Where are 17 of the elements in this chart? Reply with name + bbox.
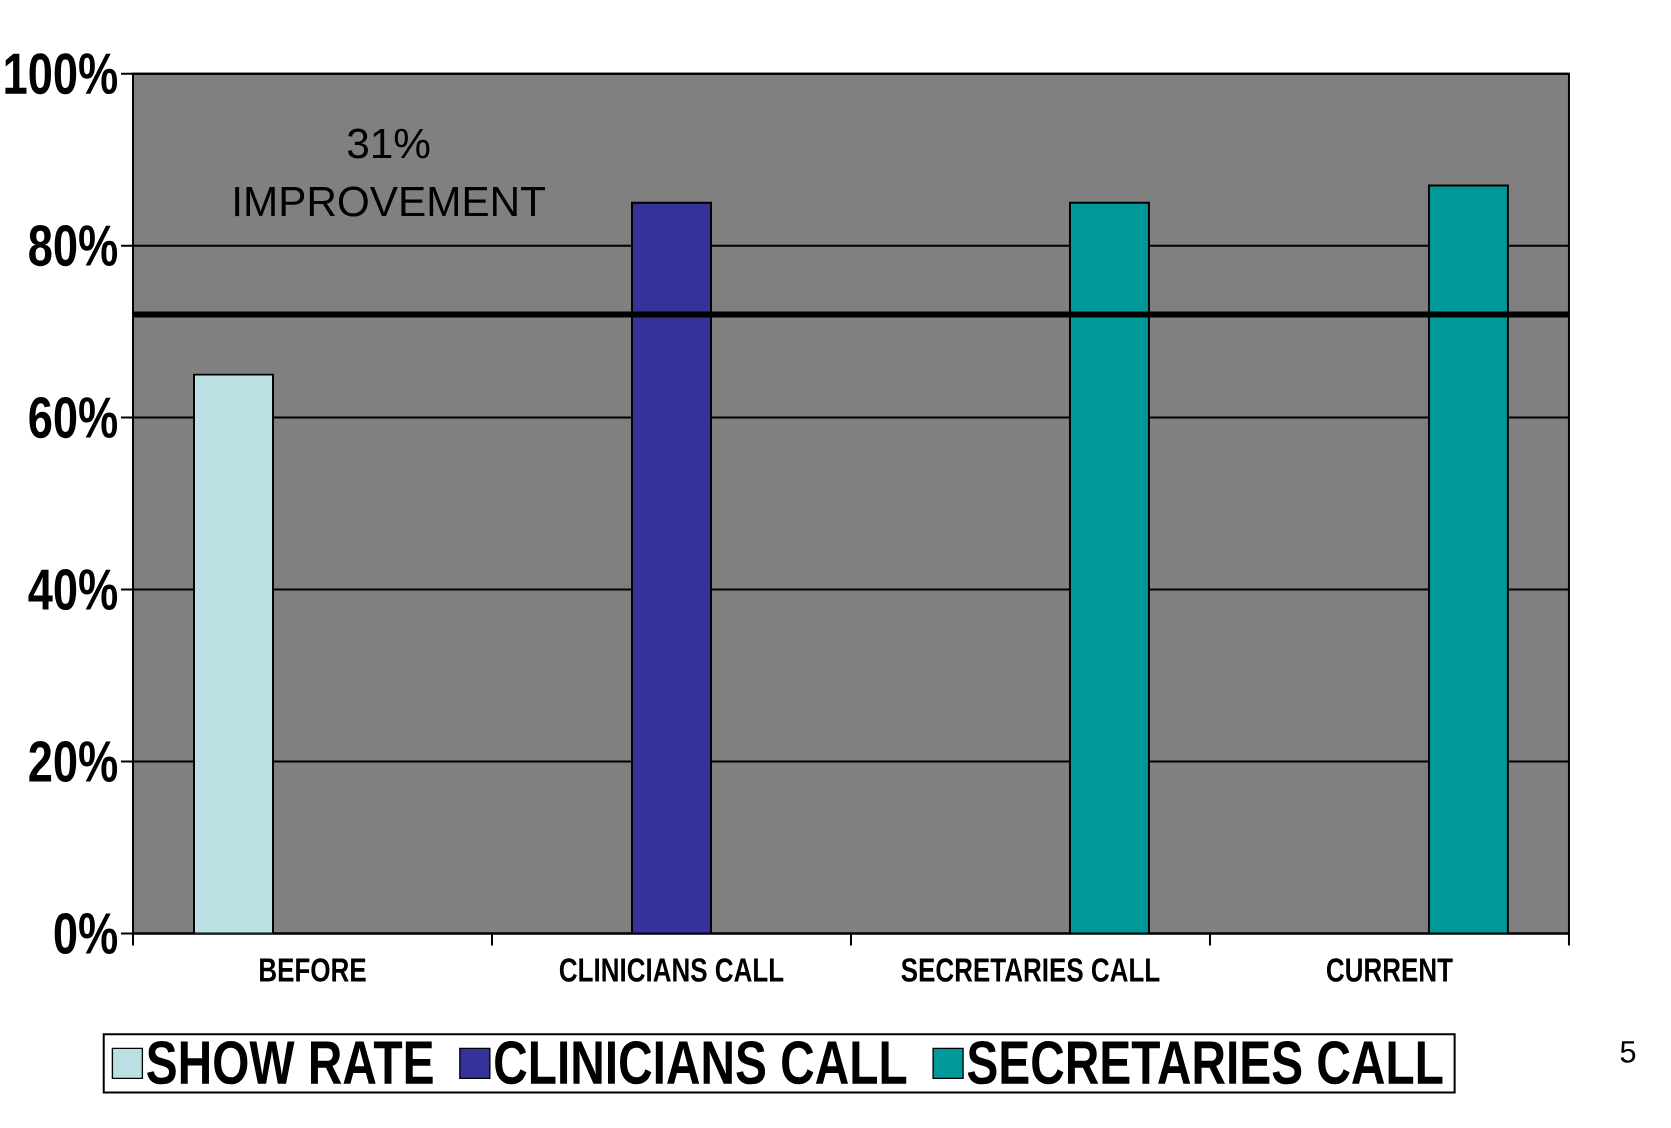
y-tick-label: 20%: [29, 740, 118, 783]
legend-label: CLINICIANS CALL: [495, 1040, 907, 1085]
bar: [1068, 201, 1150, 934]
legend-label: SHOW RATE: [147, 1040, 433, 1085]
x-tick-label: CLINICIANS CALL: [559, 958, 784, 982]
y-tick-label: 40%: [28, 569, 118, 611]
x-tick-label: CURRENT: [1326, 958, 1453, 982]
legend-label: SECRETARIES CALL: [967, 1040, 1443, 1085]
y-tick-label: 100%: [5, 53, 118, 95]
y-tick-label: 60%: [29, 397, 118, 439]
annotation: 31% IMPROVEMENT: [235, 128, 545, 217]
x-tick-label: BEFORE: [260, 958, 366, 982]
y-tick-label: 80%: [29, 225, 118, 267]
text: 5: [1620, 1041, 1636, 1063]
x-tick-label: SECRETARIES CALL: [901, 958, 1160, 982]
y-tick-label: 0%: [54, 912, 118, 955]
bar: [1427, 184, 1509, 934]
